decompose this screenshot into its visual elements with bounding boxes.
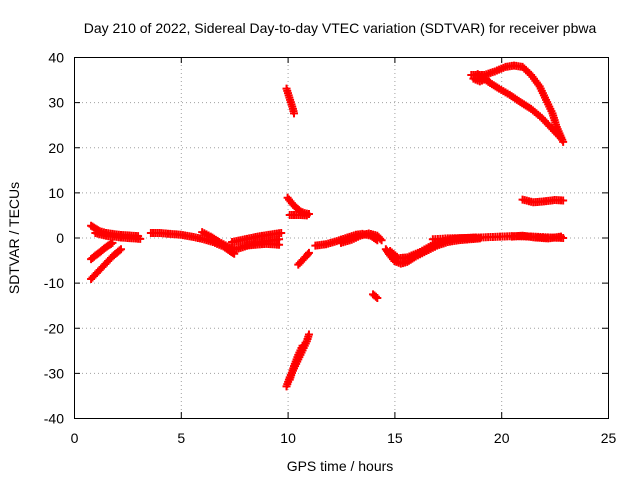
- x-axis-label: GPS time / hours: [287, 458, 394, 474]
- y-tick-label: 20: [48, 140, 64, 156]
- data-point: [275, 240, 284, 249]
- series-arc-early-mid: [91, 228, 145, 243]
- series-arc-morning-d: [240, 239, 284, 250]
- data-series: [87, 61, 568, 391]
- data-point: [303, 250, 312, 259]
- data-point: [277, 228, 286, 237]
- x-tick-label: 20: [494, 430, 510, 446]
- data-point: [482, 74, 491, 83]
- y-tick-label: 10: [48, 185, 64, 201]
- y-axis-label: SDTVAR / TECUs: [6, 182, 22, 294]
- chart-title: Day 210 of 2022, Sidereal Day-to-day VTE…: [84, 20, 597, 36]
- series-arc-early-low-a: [87, 238, 117, 264]
- data-point: [557, 134, 566, 143]
- axis-ticks: 0 5 10 15 20 25 -40 -30 -20 -10 0 10 20 30 40: [44, 50, 617, 447]
- series-point-isolated: [369, 290, 382, 302]
- data-point: [376, 234, 385, 243]
- data-point: [373, 293, 382, 302]
- series-arc-small-neg: [294, 248, 313, 269]
- data-point: [290, 109, 299, 118]
- x-tick-label: 5: [177, 430, 185, 446]
- series-spike-mid-b: [285, 210, 311, 220]
- y-tick-label: 40: [48, 50, 64, 66]
- data-point: [116, 245, 125, 254]
- y-tick-label: -40: [44, 411, 64, 427]
- series-arc-evening-b: [507, 231, 566, 243]
- series-arc-noon-b: [337, 229, 386, 247]
- y-tick-label: 30: [48, 95, 64, 111]
- x-tick-label: 0: [71, 430, 79, 446]
- data-point: [304, 248, 313, 257]
- data-point: [371, 292, 380, 301]
- series-spike-low-b: [285, 341, 307, 384]
- x-tick-label: 15: [387, 430, 403, 446]
- y-tick-label: -20: [44, 320, 64, 336]
- series-arc-early-low-b: [87, 245, 125, 284]
- y-tick-label: -10: [44, 275, 64, 291]
- x-tick-label: 25: [601, 430, 617, 446]
- data-point: [302, 211, 311, 220]
- y-tick-label: -30: [44, 365, 64, 381]
- data-point: [136, 234, 145, 243]
- data-point: [559, 196, 568, 205]
- data-point: [557, 232, 566, 241]
- data-point: [377, 236, 386, 245]
- data-point: [298, 341, 307, 350]
- data-point: [304, 330, 313, 339]
- x-tick-label: 10: [280, 430, 296, 446]
- data-point: [108, 238, 117, 247]
- series-spike-high: [282, 84, 299, 118]
- series-arc-late-loop-inner: [469, 74, 491, 86]
- series-arc-late-mid: [518, 195, 568, 207]
- series-arc-late-loop-bottom: [473, 70, 566, 143]
- y-tick-label: 0: [56, 230, 64, 246]
- data-point: [115, 246, 124, 255]
